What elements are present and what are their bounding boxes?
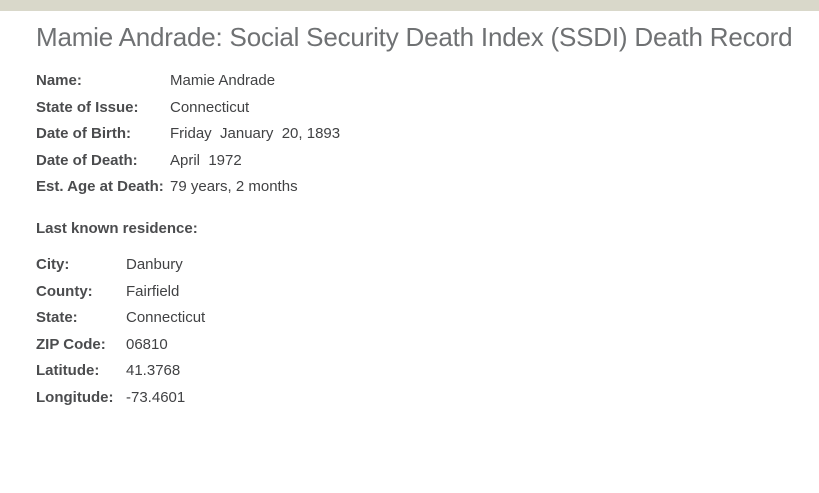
field-label-state: State: (36, 309, 78, 326)
field-value-latitude: 41.3768 (126, 362, 181, 379)
field-label-latitude: Latitude: (36, 362, 100, 379)
residence-section-header: Last known residence: (36, 219, 198, 237)
field-value-date-of-birth: Friday January 20, 1893 (170, 125, 341, 142)
field-value-longitude: -73.4601 (126, 388, 186, 406)
residence-details-table: City: Danbury County: Fairfield State: C… (36, 252, 205, 411)
table-row: Longitude: -73.4601 (36, 385, 205, 412)
table-row: County: Fairfield (36, 279, 205, 306)
page-title: Mamie Andrade: Social Security Death Ind… (36, 22, 793, 52)
field-value-state-of-issue: Connecticut (170, 98, 250, 116)
field-value-est-age-at-death: 79 years, 2 months (170, 178, 298, 195)
top-bar (0, 0, 819, 11)
field-value-county: Fairfield (126, 282, 180, 300)
table-row: ZIP Code: 06810 (36, 332, 205, 359)
field-label-county: County: (36, 282, 93, 300)
record-details-table: Name: Mamie Andrade State of Issue: Conn… (36, 68, 340, 201)
field-label-zip-code: ZIP Code: (36, 335, 106, 353)
field-label-city: City: (36, 256, 70, 273)
table-row: State: Connecticut (36, 305, 205, 332)
field-value-zip-code: 06810 (126, 335, 168, 353)
field-label-state-of-issue: State of Issue: (36, 98, 139, 116)
table-row: Date of Death: April 1972 (36, 148, 340, 175)
field-value-date-of-death: April 1972 (170, 151, 242, 169)
table-row: Name: Mamie Andrade (36, 68, 340, 95)
field-label-longitude: Longitude: (36, 388, 114, 406)
field-value-state: Connecticut (126, 309, 206, 326)
field-label-date-of-death: Date of Death: (36, 151, 138, 169)
table-row: Est. Age at Death: 79 years, 2 months (36, 174, 340, 201)
table-row: Latitude: 41.3768 (36, 358, 205, 385)
field-value-name: Mamie Andrade (170, 72, 276, 89)
table-row: Date of Birth: Friday January 20, 1893 (36, 121, 340, 148)
field-value-city: Danbury (126, 256, 183, 273)
table-row: City: Danbury (36, 252, 205, 279)
field-label-name: Name: (36, 72, 82, 89)
field-label-date-of-birth: Date of Birth: (36, 125, 131, 142)
record-page: Mamie Andrade: Social Security Death Ind… (0, 18, 819, 411)
field-label-est-age-at-death: Est. Age at Death: (36, 178, 164, 195)
table-row: State of Issue: Connecticut (36, 95, 340, 122)
